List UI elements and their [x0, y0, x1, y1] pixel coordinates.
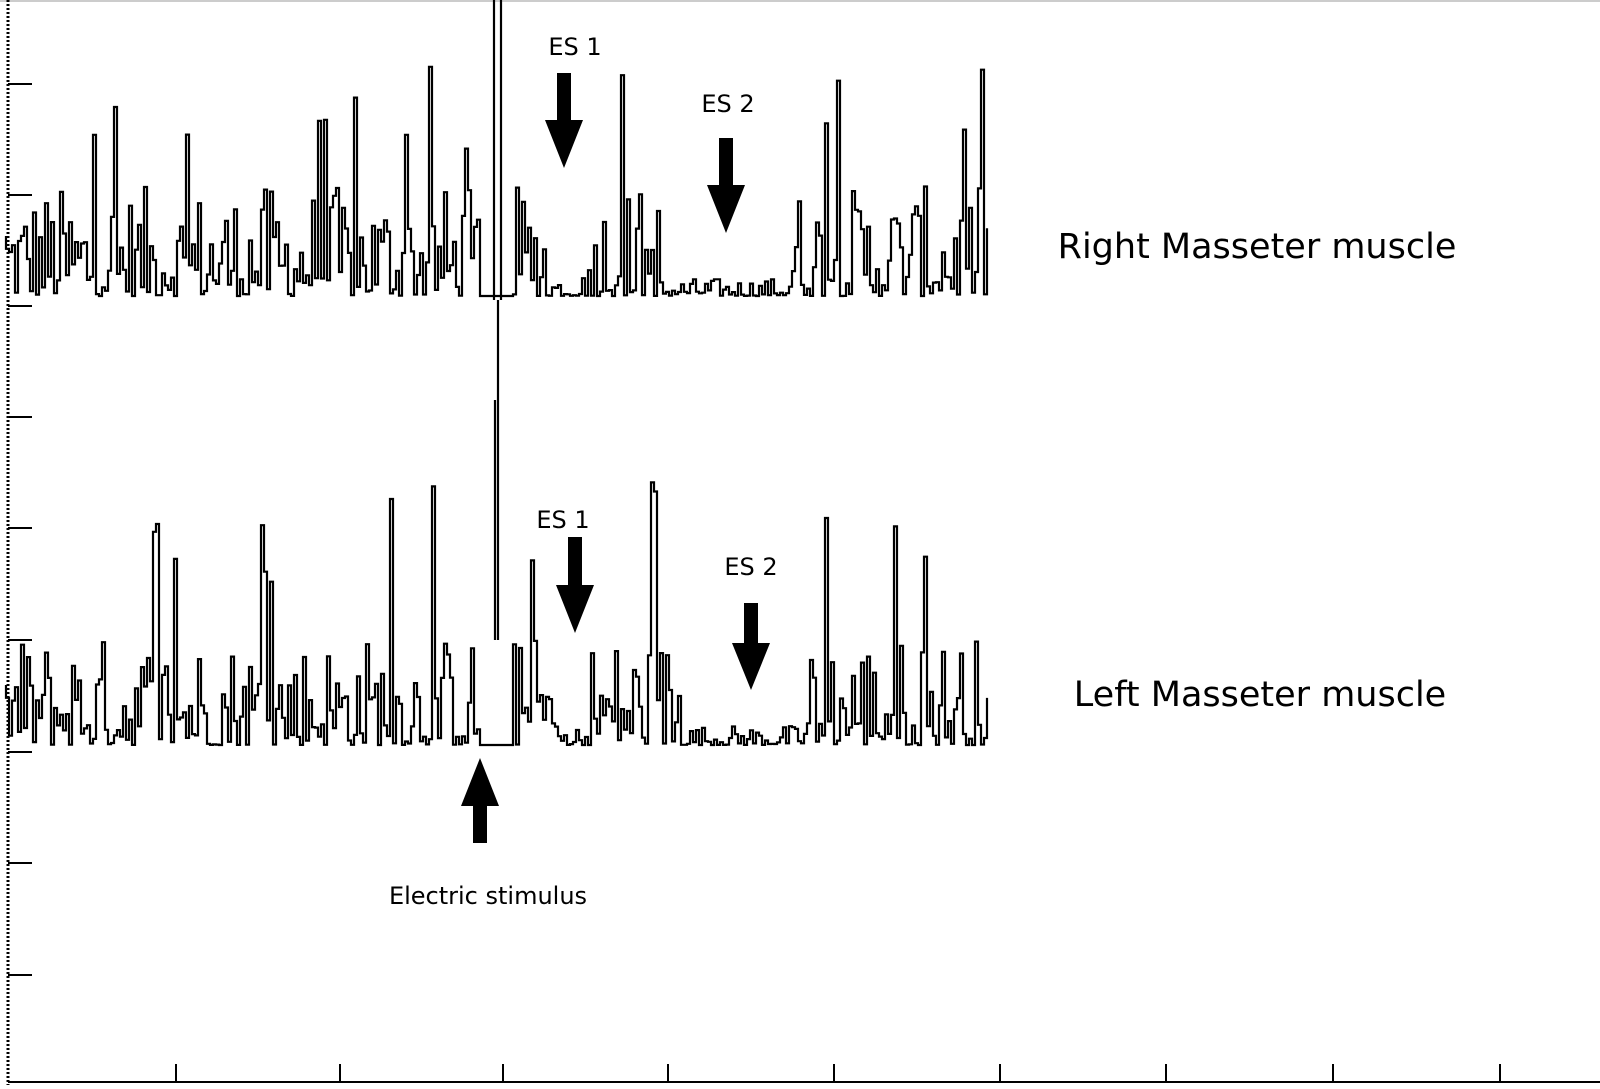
- arrow: [556, 537, 594, 633]
- arrow: [461, 758, 499, 843]
- emg-trace: [4, 65, 989, 298]
- trace-label: Left Masseter muscle: [1074, 675, 1446, 715]
- emg-trace: [4, 481, 989, 747]
- arrow: [545, 73, 583, 168]
- marker-label: ES 2: [701, 90, 754, 118]
- traces: [4, 65, 989, 747]
- arrow: [707, 138, 745, 233]
- marker-label: ES 1: [548, 33, 601, 61]
- marker-label: ES 2: [724, 553, 777, 581]
- stimulus-label: Electric stimulus: [389, 882, 587, 910]
- ticks: [8, 83, 1501, 1082]
- trace-label: Right Masseter muscle: [1058, 227, 1457, 267]
- stimulus-artifact: [492, 0, 503, 640]
- marker-label: ES 1: [536, 506, 589, 534]
- arrow: [732, 603, 770, 690]
